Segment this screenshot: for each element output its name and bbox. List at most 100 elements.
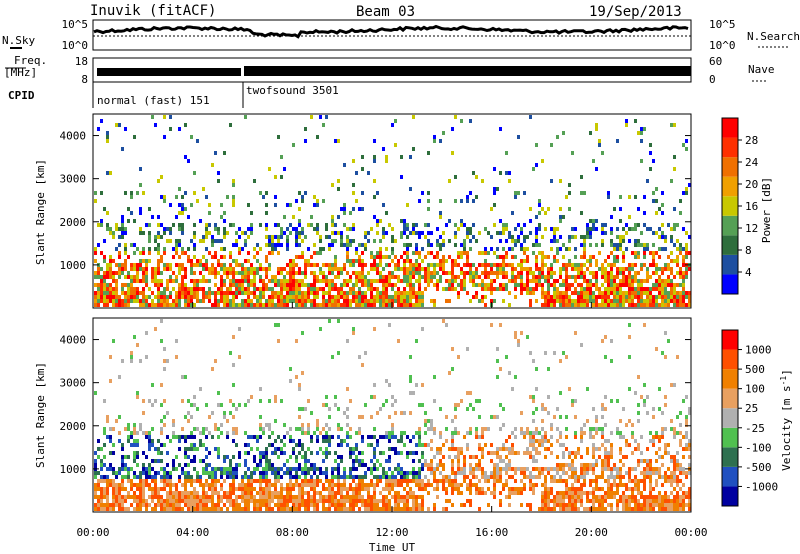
heatmap-cell xyxy=(274,439,277,443)
heatmap-cell xyxy=(490,283,493,287)
heatmap-cell xyxy=(283,215,286,219)
heatmap-cell xyxy=(247,235,250,239)
heatmap-cell xyxy=(535,451,538,455)
heatmap-cell xyxy=(235,407,238,411)
heatmap-cell xyxy=(388,459,391,463)
heatmap-cell xyxy=(433,275,436,279)
heatmap-cell xyxy=(499,367,502,371)
heatmap-cell xyxy=(541,287,544,291)
heatmap-cell xyxy=(424,271,427,275)
heatmap-cell xyxy=(379,275,382,279)
heatmap-cell xyxy=(133,279,136,283)
heatmap-cell xyxy=(511,447,514,451)
heatmap-cell xyxy=(211,467,214,471)
heatmap-cell xyxy=(181,283,184,287)
heatmap-cell xyxy=(466,235,469,239)
heatmap-cell xyxy=(181,247,184,251)
heatmap-cell xyxy=(520,491,523,495)
heatmap-cell xyxy=(94,483,97,487)
heatmap-cell xyxy=(535,143,538,147)
heatmap-cell xyxy=(310,435,313,439)
heatmap-cell xyxy=(331,223,334,227)
heatmap-cell xyxy=(127,455,130,459)
heatmap-cell xyxy=(430,447,433,451)
heatmap-cell xyxy=(469,231,472,235)
heatmap-cell xyxy=(226,431,229,435)
heatmap-cell xyxy=(280,283,283,287)
heatmap-cell xyxy=(394,275,397,279)
heatmap-cell xyxy=(388,263,391,267)
heatmap-cell xyxy=(439,243,442,247)
heatmap-cell xyxy=(244,259,247,263)
heatmap-cell xyxy=(271,443,274,447)
heatmap-cell xyxy=(223,467,226,471)
heatmap-cell xyxy=(502,287,505,291)
heatmap-cell xyxy=(649,479,652,483)
heatmap-cell xyxy=(232,291,235,295)
heatmap-cell xyxy=(328,247,331,251)
heatmap-cell xyxy=(514,479,517,483)
heatmap-cell xyxy=(202,483,205,487)
heatmap-cell xyxy=(340,207,343,211)
heatmap-cell xyxy=(319,479,322,483)
heatmap-cell xyxy=(274,491,277,495)
heatmap-cell xyxy=(226,467,229,471)
heatmap-cell xyxy=(337,479,340,483)
heatmap-cell xyxy=(364,403,367,407)
power-heatmap xyxy=(94,115,691,307)
heatmap-cell xyxy=(622,455,625,459)
heatmap-cell xyxy=(625,455,628,459)
heatmap-cell xyxy=(574,235,577,239)
heatmap-cell xyxy=(643,291,646,295)
heatmap-cell xyxy=(301,483,304,487)
heatmap-cell xyxy=(310,299,313,303)
heatmap-cell xyxy=(643,471,646,475)
heatmap-cell xyxy=(268,167,271,171)
heatmap-cell xyxy=(256,271,259,275)
heatmap-cell xyxy=(427,443,430,447)
heatmap-cell xyxy=(442,263,445,267)
heatmap-cell xyxy=(532,443,535,447)
heatmap-cell xyxy=(142,291,145,295)
heatmap-cell xyxy=(178,499,181,503)
heatmap-cell xyxy=(538,211,541,215)
heatmap-cell xyxy=(415,499,418,503)
heatmap-cell xyxy=(502,407,505,411)
heatmap-cell xyxy=(475,275,478,279)
heatmap-cell xyxy=(685,243,688,247)
heatmap-cell xyxy=(310,411,313,415)
heatmap-cell xyxy=(190,203,193,207)
heatmap-cell xyxy=(415,223,418,227)
heatmap-cell xyxy=(358,291,361,295)
heatmap-cell xyxy=(580,463,583,467)
heatmap-cell xyxy=(349,447,352,451)
heatmap-cell xyxy=(352,227,355,231)
heatmap-cell xyxy=(427,467,430,471)
heatmap-cell xyxy=(187,411,190,415)
heatmap-cell xyxy=(520,291,523,295)
heatmap-cell xyxy=(145,483,148,487)
heatmap-cell xyxy=(502,227,505,231)
heatmap-cell xyxy=(589,435,592,439)
heatmap-cell xyxy=(94,283,97,287)
heatmap-cell xyxy=(535,263,538,267)
heatmap-cell xyxy=(553,303,556,307)
heatmap-cell xyxy=(391,239,394,243)
heatmap-cell xyxy=(358,431,361,435)
heatmap-cell xyxy=(217,239,220,243)
velocity-heatmap xyxy=(94,319,691,511)
heatmap-cell xyxy=(319,303,322,307)
heatmap-cell xyxy=(169,279,172,283)
heatmap-cell xyxy=(166,471,169,475)
heatmap-cell xyxy=(415,339,418,343)
heatmap-cell xyxy=(409,275,412,279)
heatmap-cell xyxy=(634,483,637,487)
heatmap-cell xyxy=(262,467,265,471)
heatmap-cell xyxy=(670,227,673,231)
heatmap-cell xyxy=(406,295,409,299)
heatmap-cell xyxy=(163,251,166,255)
heatmap-cell xyxy=(166,507,169,511)
heatmap-cell xyxy=(508,463,511,467)
heatmap-cell xyxy=(559,431,562,435)
heatmap-cell xyxy=(181,287,184,291)
